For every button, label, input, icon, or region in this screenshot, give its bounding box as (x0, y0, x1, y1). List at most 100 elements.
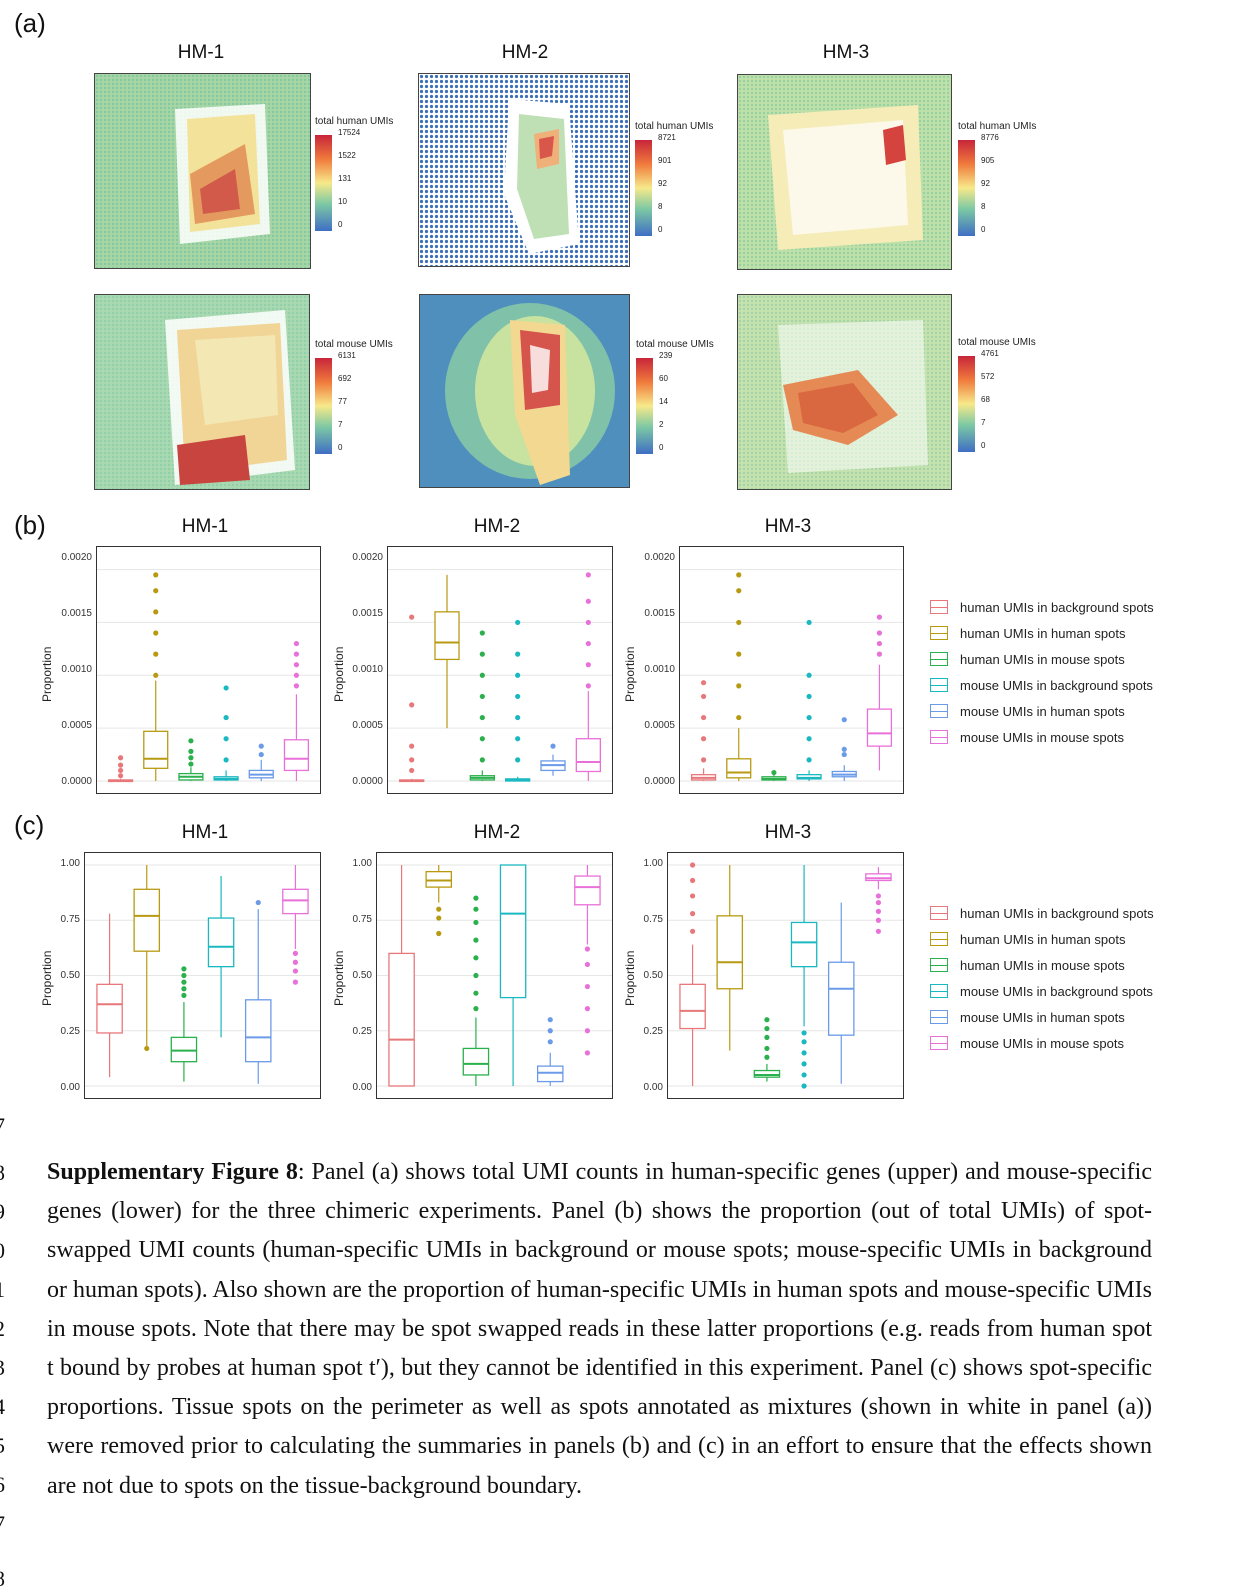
outlier-point (515, 736, 521, 742)
line-number: 7 (0, 1511, 5, 1537)
outlier-point (293, 672, 300, 678)
outlier-point (764, 1017, 770, 1023)
outlier-point (223, 685, 229, 691)
outlier-point (293, 683, 300, 689)
outlier-point (875, 928, 882, 934)
outlier-point (188, 738, 194, 744)
outlier-point (223, 736, 229, 742)
outlier-point (550, 743, 556, 749)
ytick: 0.0015 (644, 608, 675, 619)
outlier-point (736, 619, 742, 626)
line-number: 3 (0, 1355, 5, 1381)
ytick: 0.00 (352, 1082, 372, 1093)
colorbar-tick: 2 (659, 420, 664, 429)
ytick: 1.00 (643, 858, 663, 869)
colorbar-tick: 692 (338, 374, 352, 383)
colorbar-title: total human UMIs (635, 121, 714, 132)
box-human-UMIs-in-human-spots (726, 758, 752, 779)
outlier-point (547, 1028, 553, 1034)
outlier-point (700, 757, 707, 763)
panel-b-title-hm3: HM-3 (764, 516, 812, 537)
panel-c-label: (c) (14, 810, 45, 840)
colorbar-tick: 92 (981, 179, 990, 188)
outlier-point (153, 588, 159, 594)
colorbar-title: total mouse UMIs (636, 339, 714, 350)
colorbar-human-hm1: total human UMIs 17524 1522 131 10 0 (315, 116, 393, 231)
outlier-point (806, 672, 812, 678)
box-mouse-UMIs-in-mouse-spots (575, 738, 601, 773)
boxplot-c-hm3 (667, 852, 904, 1099)
colorbar-human-hm3: total human UMIs 8776 905 92 8 0 (958, 121, 1036, 236)
outlier-point (479, 714, 485, 721)
box-human-UMIs-in-background-spots (679, 983, 706, 1030)
line-number: 5 (0, 1433, 5, 1459)
outlier-point (771, 769, 777, 776)
boxplot-svg (388, 569, 612, 783)
outlier-point (473, 919, 479, 926)
outlier-point (479, 672, 485, 678)
figure-caption: Supplementary Figure 8: Panel (a) shows … (47, 1153, 1152, 1506)
outlier-point (409, 743, 415, 749)
ytick: 0.50 (643, 970, 663, 981)
y-axis-label: Proportion (332, 950, 346, 1006)
boxplot-c-hm1 (84, 852, 321, 1099)
outlier-point (117, 755, 124, 761)
colorbar-gradient (958, 140, 975, 236)
outlier-point (153, 630, 159, 636)
box-human-UMIs-in-human-spots (434, 611, 460, 661)
ytick: 0.0000 (644, 776, 675, 787)
outlier-point (117, 767, 124, 774)
legend-label: human UMIs in human spots (960, 931, 1126, 947)
spatial-map-mouse-hm3 (737, 294, 952, 490)
ytick: 0.75 (352, 914, 372, 925)
legend-label: mouse UMIs in background spots (960, 677, 1153, 693)
colorbar-tick: 7 (981, 418, 986, 427)
outlier-point (585, 572, 591, 578)
legend-label: human UMIs in background spots (960, 905, 1154, 921)
y-axis-label: Proportion (623, 950, 637, 1006)
legend-item: human UMIs in background spots (930, 594, 1154, 620)
legend-item: human UMIs in mouse spots (930, 646, 1154, 672)
colorbar-title: total mouse UMIs (958, 337, 1036, 348)
colorbar-tick: 572 (981, 372, 995, 381)
outlier-point (144, 1045, 150, 1052)
outlier-point (181, 972, 187, 979)
spatial-map-human-hm3 (737, 74, 952, 270)
legend-label: mouse UMIs in mouse spots (960, 1035, 1125, 1051)
ytick: 0.25 (352, 1026, 372, 1037)
box-mouse-UMIs-in-human-spots (536, 1065, 564, 1083)
legend-b: human UMIs in background spots human UMI… (930, 594, 1154, 750)
colorbar-title: total mouse UMIs (315, 339, 393, 350)
panel-b-label: (b) (14, 510, 46, 540)
outlier-point (806, 693, 812, 700)
caption-text: : Panel (a) shows total UMI counts in hu… (47, 1159, 1152, 1499)
legend-item: mouse UMIs in human spots (930, 1004, 1154, 1030)
outlier-point (876, 630, 883, 636)
ytick: 0.50 (60, 970, 80, 981)
box-mouse-UMIs-in-background-spots (207, 917, 235, 968)
colorbar-tick: 1522 (338, 151, 356, 160)
colorbar-tick: 8 (981, 202, 986, 211)
legend-key (930, 600, 948, 614)
outlier-point (223, 714, 229, 721)
outlier-point (188, 761, 194, 767)
outlier-point (409, 767, 415, 774)
outlier-point (736, 572, 742, 578)
colorbar-tick: 0 (658, 225, 663, 234)
colorbar-tick: 6131 (338, 351, 356, 360)
legend-item: mouse UMIs in background spots (930, 978, 1154, 1004)
legend-key (930, 984, 948, 998)
outlier-point (736, 683, 742, 689)
legend-item: mouse UMIs in human spots (930, 698, 1154, 724)
legend-label: mouse UMIs in human spots (960, 703, 1125, 719)
colorbar-tick: 68 (981, 395, 990, 404)
box-mouse-UMIs-in-mouse-spots (283, 739, 310, 772)
colorbar-tick: 131 (338, 174, 352, 183)
outlier-point (515, 672, 521, 678)
ytick: 0.0020 (61, 552, 92, 563)
outlier-point (801, 1061, 807, 1067)
box-human-UMIs-in-human-spots (716, 915, 744, 990)
outlier-point (473, 955, 479, 961)
box-mouse-UMIs-in-human-spots (827, 961, 855, 1036)
outlier-point (292, 979, 299, 985)
